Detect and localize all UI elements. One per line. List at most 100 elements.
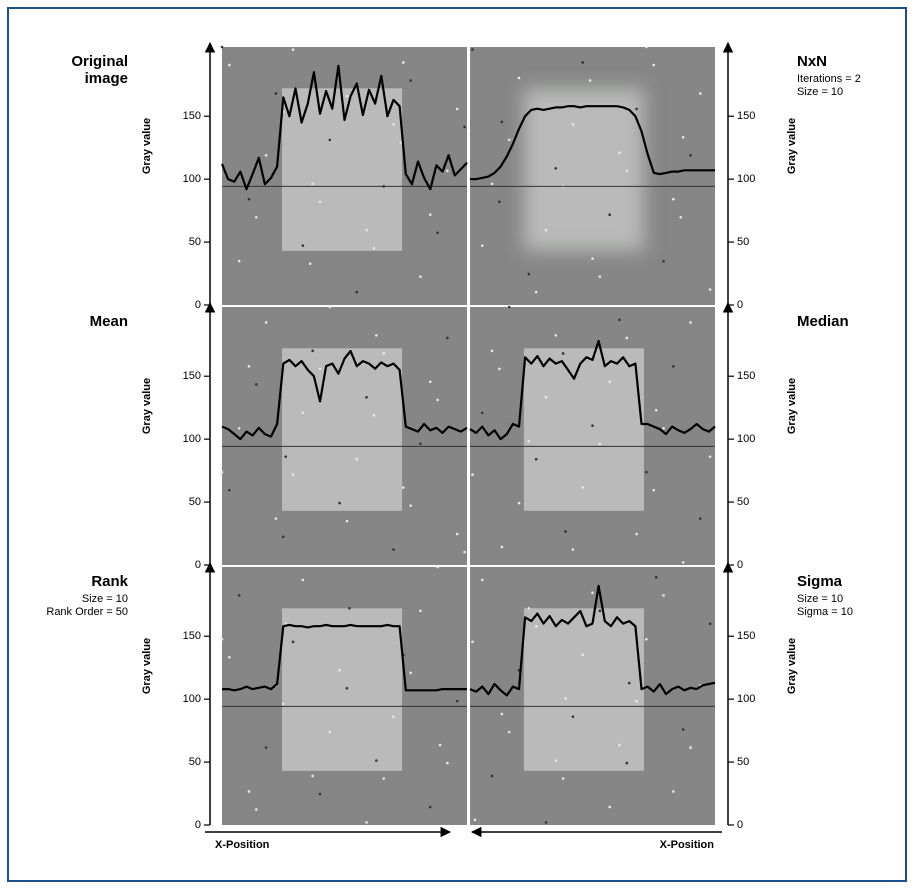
image-speck — [345, 519, 349, 523]
image-speck — [635, 532, 638, 536]
y-tick-label: 150 — [737, 370, 755, 382]
y-tick-label: 100 — [183, 433, 201, 445]
image-speck — [291, 473, 295, 477]
image-speck — [645, 637, 648, 641]
image-speck — [534, 290, 538, 294]
y-tick-label: 50 — [737, 236, 749, 248]
image-speck — [588, 79, 592, 82]
image-speck — [500, 712, 504, 716]
profile-line — [469, 339, 716, 441]
y-tick-label: 50 — [737, 756, 749, 768]
image-speck — [662, 426, 665, 430]
image-speck — [581, 486, 584, 489]
panel-title: Sigma — [797, 573, 843, 590]
y-tick-label: 0 — [737, 299, 743, 311]
image-speck — [436, 398, 439, 402]
image-bright-region — [282, 608, 403, 771]
panel-note: Size = 10 — [797, 86, 844, 98]
image-speck — [264, 746, 268, 749]
image-speck — [480, 578, 484, 582]
image-speck — [281, 702, 285, 706]
image-speck — [554, 334, 558, 337]
image-speck — [463, 125, 466, 129]
y-tick-label: 50 — [189, 756, 201, 768]
image-speck — [365, 228, 368, 232]
image-speck — [328, 138, 332, 142]
image-speck — [409, 504, 412, 507]
image-speck — [237, 426, 241, 430]
image-speck — [498, 367, 501, 371]
image-speck — [365, 821, 368, 824]
image-speck — [561, 777, 565, 780]
image-speck — [527, 606, 531, 610]
image-speck — [490, 182, 494, 186]
image-speck — [627, 681, 631, 685]
image-speck — [591, 424, 594, 427]
image-speck — [625, 761, 629, 765]
profile-line — [470, 105, 715, 181]
image-speck — [375, 334, 378, 337]
image-speck — [399, 141, 403, 144]
x-axis-label: X-Position — [215, 839, 270, 851]
image-speck — [581, 653, 584, 657]
y-axis-label: Gray value — [141, 378, 153, 434]
image-speck — [571, 123, 575, 126]
image-speck — [402, 486, 405, 489]
image-speck — [534, 457, 538, 461]
image-speck — [544, 228, 548, 232]
image-speck — [608, 213, 611, 216]
image-speck — [517, 501, 521, 505]
panel-note: Size = 10 — [797, 593, 844, 605]
panel-note: Rank Order = 50 — [46, 606, 128, 618]
image-speck — [338, 501, 341, 505]
y-axis-label: Gray value — [141, 638, 153, 694]
y-tick-label: 0 — [195, 819, 201, 831]
profile-line — [222, 623, 467, 692]
image-speck — [699, 517, 702, 520]
image-speck — [254, 215, 258, 219]
image-speck — [281, 535, 285, 538]
image-speck — [645, 45, 648, 49]
image-speck — [446, 169, 449, 173]
y-tick-label: 150 — [183, 110, 201, 122]
image-speck — [500, 545, 504, 549]
image-speck — [471, 48, 474, 51]
image-speck — [311, 182, 314, 186]
profile-line — [469, 584, 716, 697]
y-tick-label: 150 — [737, 110, 755, 122]
y-tick-label: 50 — [189, 236, 201, 248]
y-tick-label: 150 — [183, 370, 201, 382]
image-speck — [301, 411, 305, 415]
profile-line — [221, 349, 468, 441]
image-speck — [672, 365, 675, 368]
image-speck — [291, 48, 295, 51]
y-tick-label: 0 — [737, 559, 743, 571]
image-speck — [328, 305, 332, 309]
panel-note: Sigma = 10 — [797, 606, 853, 618]
image-speck — [544, 821, 548, 824]
image-speck — [645, 470, 648, 474]
y-axis-label: Gray value — [786, 378, 798, 434]
y-tick-label: 150 — [737, 630, 755, 642]
image-speck — [372, 246, 376, 250]
image-speck — [591, 257, 594, 260]
image-speck — [247, 365, 251, 368]
image-speck — [375, 759, 378, 762]
image-speck — [618, 743, 621, 747]
image-speck — [402, 61, 405, 64]
image-speck — [392, 715, 395, 718]
image-speck — [365, 396, 368, 399]
image-speck — [220, 470, 224, 474]
image-speck — [446, 761, 449, 765]
image-speck — [564, 530, 567, 533]
image-speck — [507, 305, 511, 309]
image-speck — [681, 728, 685, 731]
image-speck — [507, 730, 511, 734]
image-speck — [699, 92, 702, 95]
image-speck — [409, 671, 412, 675]
image-speck — [689, 154, 692, 157]
image-bright-region — [523, 608, 644, 771]
image-speck — [301, 578, 305, 582]
image-speck — [544, 396, 548, 399]
